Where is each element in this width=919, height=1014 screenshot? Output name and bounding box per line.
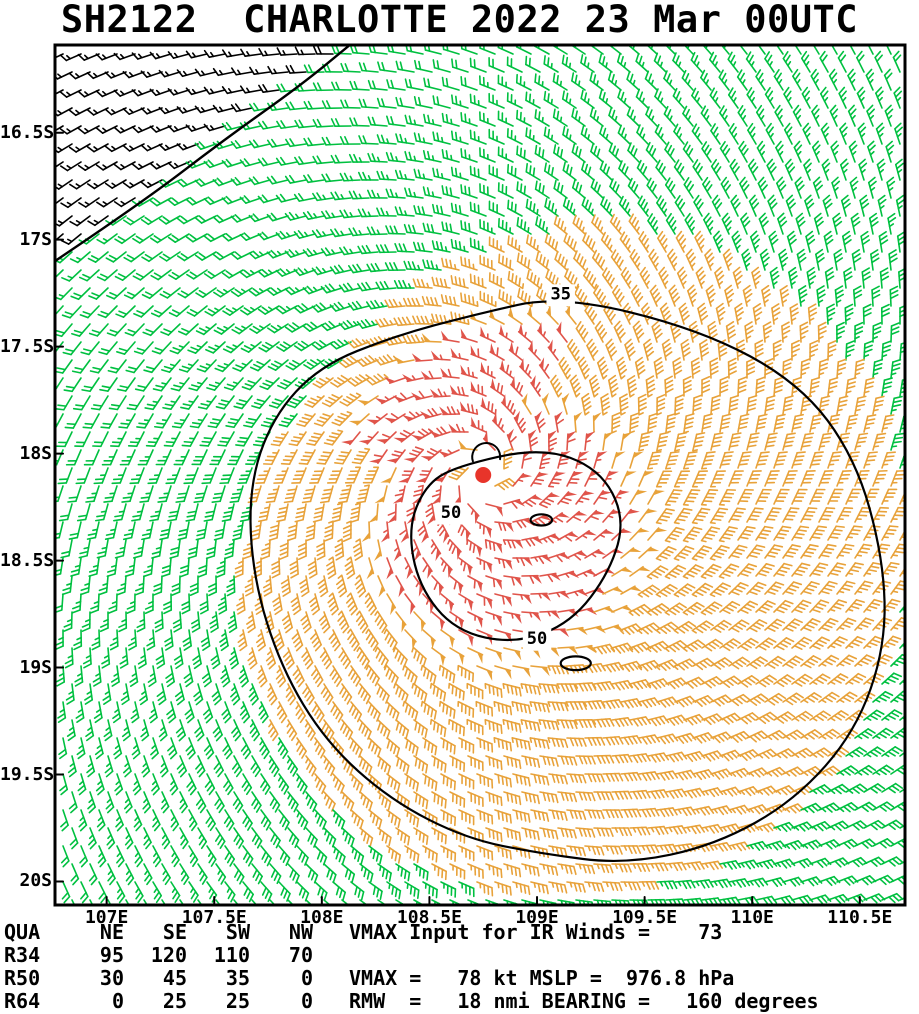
quadrant-table-value: 25 <box>225 989 250 1013</box>
chart-title: SH2122 CHARLOTTE 2022 23 Mar 00UTC <box>60 0 859 41</box>
footer-row: R64 0 25 25 0 RMW = 18 nmi BEARING = 160 degr… <box>4 990 819 1013</box>
y-tick-label: 17S <box>19 228 52 250</box>
footer-row: QUA NE SE SW NW VMAX Input for IR Winds = 73 <box>4 921 819 944</box>
quadrant-table-extra: RMW = 18 nmi BEARING = 160 degrees <box>349 989 819 1013</box>
quadrant-table-value: 95 <box>99 943 124 967</box>
quadrant-table-value: NW <box>288 920 313 944</box>
x-tick-label: 107E <box>84 907 129 928</box>
quadrant-table-value: 45 <box>162 966 187 990</box>
quadrant-table-value: 30 <box>99 966 124 990</box>
quadrant-table-value: 70 <box>288 943 313 967</box>
x-tick-label: 108.5E <box>396 907 462 928</box>
y-tick-label: 18S <box>19 442 52 464</box>
quadrant-table-row-label: R64 <box>4 989 41 1013</box>
quadrant-table-value: 0 <box>111 989 124 1013</box>
quadrant-table-value: SW <box>225 920 250 944</box>
quadrant-table-extra: VMAX Input for IR Winds = 73 <box>349 920 723 944</box>
quadrant-table-row-label: QUA <box>4 920 41 944</box>
y-tick-label: 19S <box>19 656 52 678</box>
quadrant-table-value: 25 <box>162 989 187 1013</box>
y-tick-label: 20S <box>19 870 52 892</box>
quadrant-table-row-label: R50 <box>4 966 41 990</box>
y-tick-label: 16.5S <box>0 121 55 143</box>
y-tick-label: 18.5S <box>0 549 55 571</box>
x-tick-label: 110E <box>730 907 774 928</box>
quadrant-table-value: SE <box>162 920 187 944</box>
quadrant-table-value: 120 <box>150 943 187 967</box>
wind-radii-table: QUA NE SE SW NW VMAX Input for IR Winds = 73 R… <box>4 921 819 1013</box>
x-tick-label: 109E <box>515 907 559 928</box>
x-tick-label: 109.5E <box>612 907 678 928</box>
quadrant-table-value: 0 <box>300 966 313 990</box>
footer-row: R50 30 45 35 0 VMAX = 78 kt MSLP = 976.8 hPa <box>4 967 819 990</box>
quadrant-table-value: NE <box>99 920 124 944</box>
x-tick-label: 110.5E <box>827 907 893 928</box>
x-tick-label: 107.5E <box>181 907 247 928</box>
y-tick-label: 19.5S <box>0 763 55 785</box>
footer-row: R34 95 120 110 70 <box>4 944 819 967</box>
quadrant-table-value: 35 <box>225 966 250 990</box>
x-tick-label: 108E <box>300 907 344 928</box>
quadrant-table-value: 0 <box>300 989 313 1013</box>
quadrant-table-extra: VMAX = 78 kt MSLP = 976.8 hPa <box>349 966 735 990</box>
y-tick-label: 17.5S <box>0 335 55 357</box>
quadrant-table-row-label: R34 <box>4 943 41 967</box>
quadrant-table-value: 110 <box>213 943 250 967</box>
